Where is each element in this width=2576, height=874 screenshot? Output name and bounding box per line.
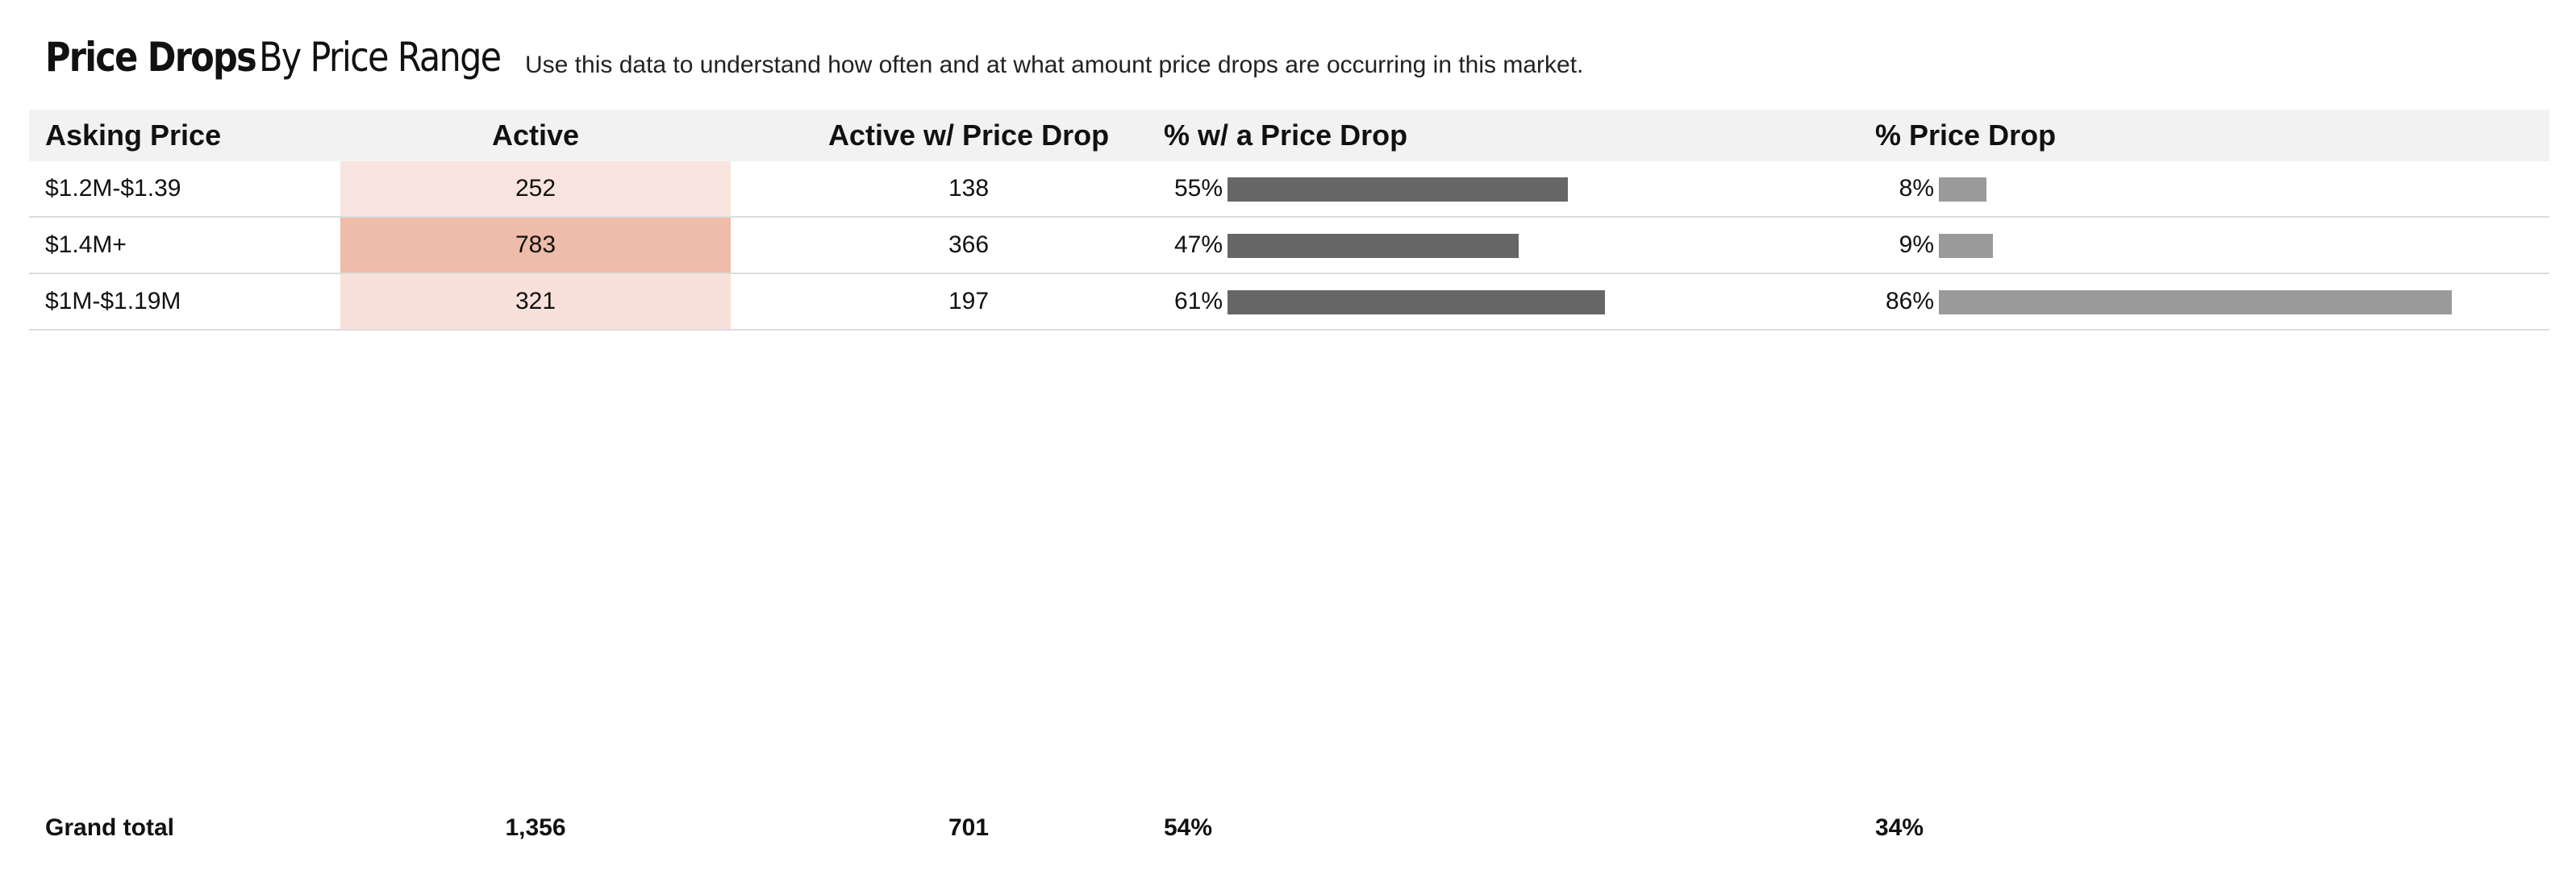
cell-pct-price-drop: 9% bbox=[1899, 231, 1934, 258]
cell-pct-price-drop: 8% bbox=[1899, 175, 1934, 202]
title-rest: By Price Range bbox=[259, 34, 502, 81]
table-header: Asking Price Active Active w/ Price Drop… bbox=[29, 110, 2549, 161]
bar-pct-price-drop bbox=[1939, 234, 1993, 258]
table-row[interactable]: $1M-$1.19M 321 197 61% 86% bbox=[29, 274, 2549, 331]
cell-active-price-drop: 197 bbox=[948, 288, 990, 314]
grand-total-active-price-drop: 701 bbox=[948, 814, 990, 841]
cell-active-price-drop: 138 bbox=[948, 175, 990, 202]
price-drops-table: Asking Price Active Active w/ Price Drop… bbox=[29, 110, 2549, 331]
col-header-active[interactable]: Active bbox=[491, 119, 580, 152]
col-header-pct-with-drop[interactable]: % w/ a Price Drop bbox=[1164, 119, 1408, 152]
subtitle: Use this data to understand how often an… bbox=[525, 52, 1584, 78]
cell-pct-with-drop: 55% bbox=[1173, 175, 1223, 202]
cell-asking-price: $1M-$1.19M bbox=[45, 288, 181, 314]
bar-pct-price-drop bbox=[1939, 290, 2452, 314]
bar-pct-with-drop bbox=[1228, 234, 1519, 258]
bar-pct-with-drop bbox=[1228, 177, 1568, 202]
cell-pct-price-drop: 86% bbox=[1885, 288, 1934, 314]
table-row[interactable]: $1.4M+ 783 366 47% 9% bbox=[29, 218, 2549, 274]
cell-active-price-drop: 366 bbox=[948, 231, 990, 258]
cell-asking-price: $1.2M-$1.39 bbox=[45, 175, 181, 202]
grand-total-label: Grand total bbox=[45, 814, 175, 841]
col-header-pct-price-drop[interactable]: % Price Drop bbox=[1875, 119, 2057, 152]
cell-pct-with-drop: 47% bbox=[1173, 231, 1223, 258]
cell-active: 252 bbox=[340, 161, 731, 216]
bar-pct-price-drop bbox=[1939, 177, 1986, 202]
cell-asking-price: $1.4M+ bbox=[45, 231, 127, 258]
grand-total-active: 1,356 bbox=[505, 814, 566, 841]
title-bold: Price Drops bbox=[45, 34, 257, 81]
bar-pct-with-drop bbox=[1228, 290, 1605, 314]
page-title: Price Drops By Price Range bbox=[45, 29, 540, 85]
col-header-active-price-drop[interactable]: Active w/ Price Drop bbox=[827, 119, 1110, 152]
table-row[interactable]: $1.2M-$1.39 252 138 55% 8% bbox=[29, 161, 2549, 218]
col-header-asking-price[interactable]: Asking Price bbox=[45, 119, 222, 152]
cell-pct-with-drop: 61% bbox=[1173, 288, 1223, 314]
cell-active: 783 bbox=[340, 218, 731, 273]
grand-total-pct-with-drop: 54% bbox=[1164, 814, 1213, 841]
cell-active: 321 bbox=[340, 274, 731, 329]
grand-total-pct-price-drop: 34% bbox=[1875, 814, 1924, 841]
